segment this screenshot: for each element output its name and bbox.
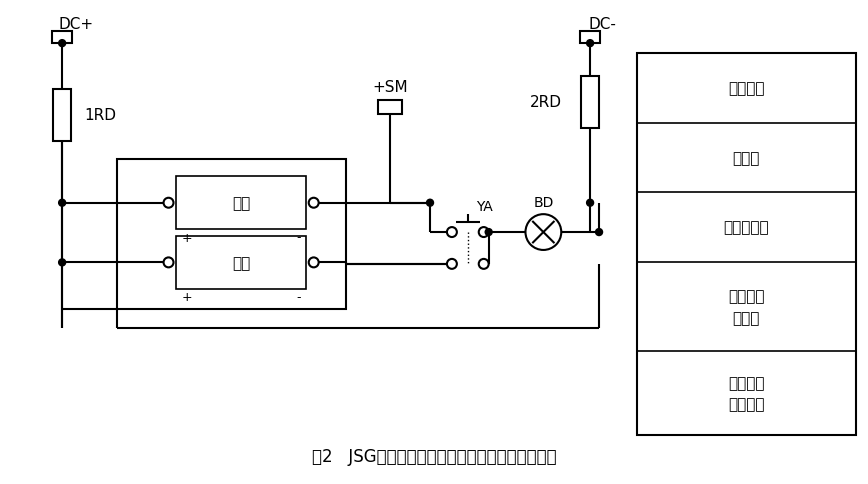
Text: 直流母线: 直流母线 bbox=[728, 81, 765, 96]
Circle shape bbox=[587, 200, 594, 207]
Circle shape bbox=[447, 259, 457, 269]
Circle shape bbox=[485, 229, 492, 236]
Circle shape bbox=[587, 41, 594, 47]
Text: -: - bbox=[296, 231, 301, 244]
Circle shape bbox=[59, 41, 66, 47]
Text: YA: YA bbox=[476, 200, 492, 214]
Text: 电源: 电源 bbox=[232, 256, 250, 271]
Text: 2RD: 2RD bbox=[530, 95, 562, 110]
Bar bbox=[582, 77, 599, 128]
Text: 闪光小母线: 闪光小母线 bbox=[723, 220, 769, 235]
Bar bbox=[580, 32, 600, 44]
Text: 启动: 启动 bbox=[232, 196, 250, 211]
Text: +: + bbox=[181, 290, 192, 303]
Circle shape bbox=[479, 259, 489, 269]
Text: 试验按钮: 试验按钮 bbox=[728, 375, 765, 390]
Circle shape bbox=[426, 200, 433, 207]
Bar bbox=[176, 177, 306, 229]
Circle shape bbox=[447, 227, 457, 238]
Text: 断电器: 断电器 bbox=[733, 310, 760, 325]
Bar bbox=[117, 160, 345, 309]
Circle shape bbox=[595, 229, 602, 236]
Bar bbox=[637, 54, 856, 435]
Text: BD: BD bbox=[533, 196, 554, 210]
Text: 熔断器: 熔断器 bbox=[733, 151, 760, 166]
Circle shape bbox=[163, 258, 174, 268]
Text: +SM: +SM bbox=[372, 80, 408, 95]
Circle shape bbox=[309, 258, 319, 268]
Text: DC+: DC+ bbox=[58, 17, 93, 31]
Circle shape bbox=[525, 215, 562, 250]
Text: 图2   JSG系列静态闪光继电器应用外部接线参考图: 图2 JSG系列静态闪光继电器应用外部接线参考图 bbox=[312, 447, 556, 465]
Bar bbox=[176, 237, 306, 289]
Circle shape bbox=[59, 259, 66, 266]
Bar bbox=[52, 32, 72, 44]
Text: 静态闪光: 静态闪光 bbox=[728, 288, 765, 303]
Circle shape bbox=[59, 200, 66, 207]
Bar bbox=[378, 101, 402, 115]
Bar bbox=[53, 90, 71, 141]
Circle shape bbox=[479, 227, 489, 238]
Text: +: + bbox=[181, 231, 192, 244]
Text: -: - bbox=[296, 290, 301, 303]
Text: DC-: DC- bbox=[589, 17, 616, 31]
Text: 1RD: 1RD bbox=[84, 108, 116, 123]
Text: 及信号灯: 及信号灯 bbox=[728, 397, 765, 412]
Circle shape bbox=[309, 198, 319, 208]
Circle shape bbox=[163, 198, 174, 208]
